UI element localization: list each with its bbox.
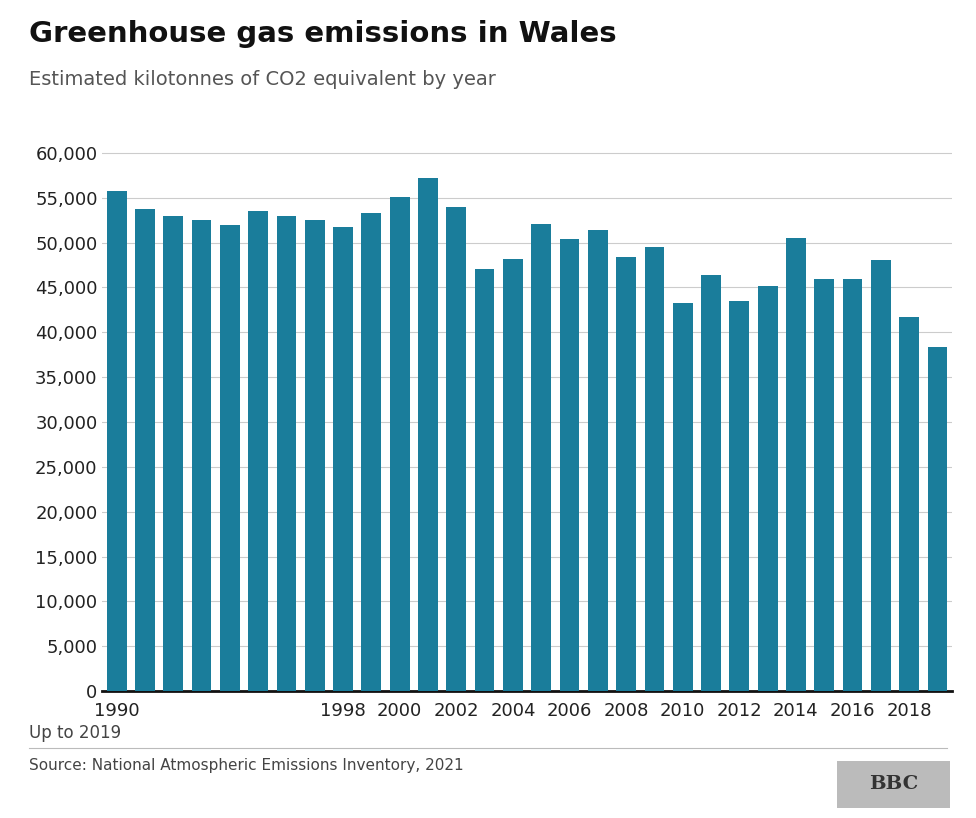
Bar [220,225,240,691]
Bar [644,247,665,691]
Bar [163,216,183,691]
Bar [418,178,438,691]
Bar [927,347,948,691]
Bar [135,209,155,691]
Bar [305,220,325,691]
Text: Up to 2019: Up to 2019 [29,724,121,742]
Text: Estimated kilotonnes of CO2 equivalent by year: Estimated kilotonnes of CO2 equivalent b… [29,70,496,88]
Bar [361,213,382,691]
Bar [842,280,863,691]
Text: BBC: BBC [869,775,918,793]
Bar [871,259,891,691]
Bar [389,197,410,691]
Bar [899,317,919,691]
Bar [757,285,778,691]
Bar [616,257,636,691]
Text: Source: National Atmospheric Emissions Inventory, 2021: Source: National Atmospheric Emissions I… [29,758,464,773]
Bar [531,224,551,691]
Bar [276,216,297,691]
Bar [729,301,750,691]
Bar [786,238,806,691]
Bar [814,278,834,691]
Text: Greenhouse gas emissions in Wales: Greenhouse gas emissions in Wales [29,20,617,48]
Bar [106,191,127,691]
Bar [191,220,212,691]
Bar [503,258,523,691]
Bar [559,239,580,691]
Bar [672,303,693,691]
Bar [588,230,608,691]
Bar [701,275,721,691]
Bar [474,268,495,691]
Bar [446,207,467,691]
Bar [333,227,353,691]
Bar [248,211,268,691]
